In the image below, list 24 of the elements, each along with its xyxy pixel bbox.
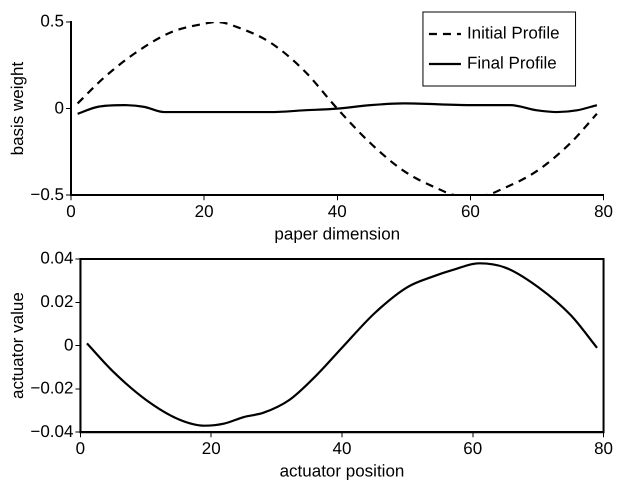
y-axis-title: basis weight: [8, 62, 27, 156]
y-tick-label: 0.5: [40, 12, 64, 31]
y-tick-label: 0: [64, 335, 74, 354]
x-tick-label: 20: [194, 202, 214, 222]
x-tick-label: 40: [332, 439, 352, 458]
line-series: [86, 262, 598, 427]
x-tick-label: 40: [328, 202, 347, 222]
legend-label: Final Profile: [466, 54, 557, 73]
y-tick-label: −0.02: [30, 378, 74, 398]
y-tick-label: 0.02: [40, 292, 74, 311]
y-tick-label: 0.04: [40, 248, 74, 268]
x-tick-label: 80: [594, 439, 614, 458]
y-axis-title: actuator value: [8, 292, 27, 399]
x-tick-label: 60: [460, 202, 480, 222]
x-tick-label: 0: [76, 439, 86, 458]
x-tick-label: 80: [594, 202, 614, 222]
y-tick-label: 0: [54, 98, 64, 118]
x-tick-label: 60: [463, 439, 482, 458]
legend-label: Initial Profile: [466, 24, 560, 43]
y-tick-label: −0.5: [30, 184, 64, 204]
x-axis-title: actuator position: [280, 461, 404, 480]
y-tick-label: −0.04: [30, 422, 74, 441]
x-tick-label: 20: [202, 439, 221, 458]
x-axis-title: paper dimension: [274, 224, 400, 244]
